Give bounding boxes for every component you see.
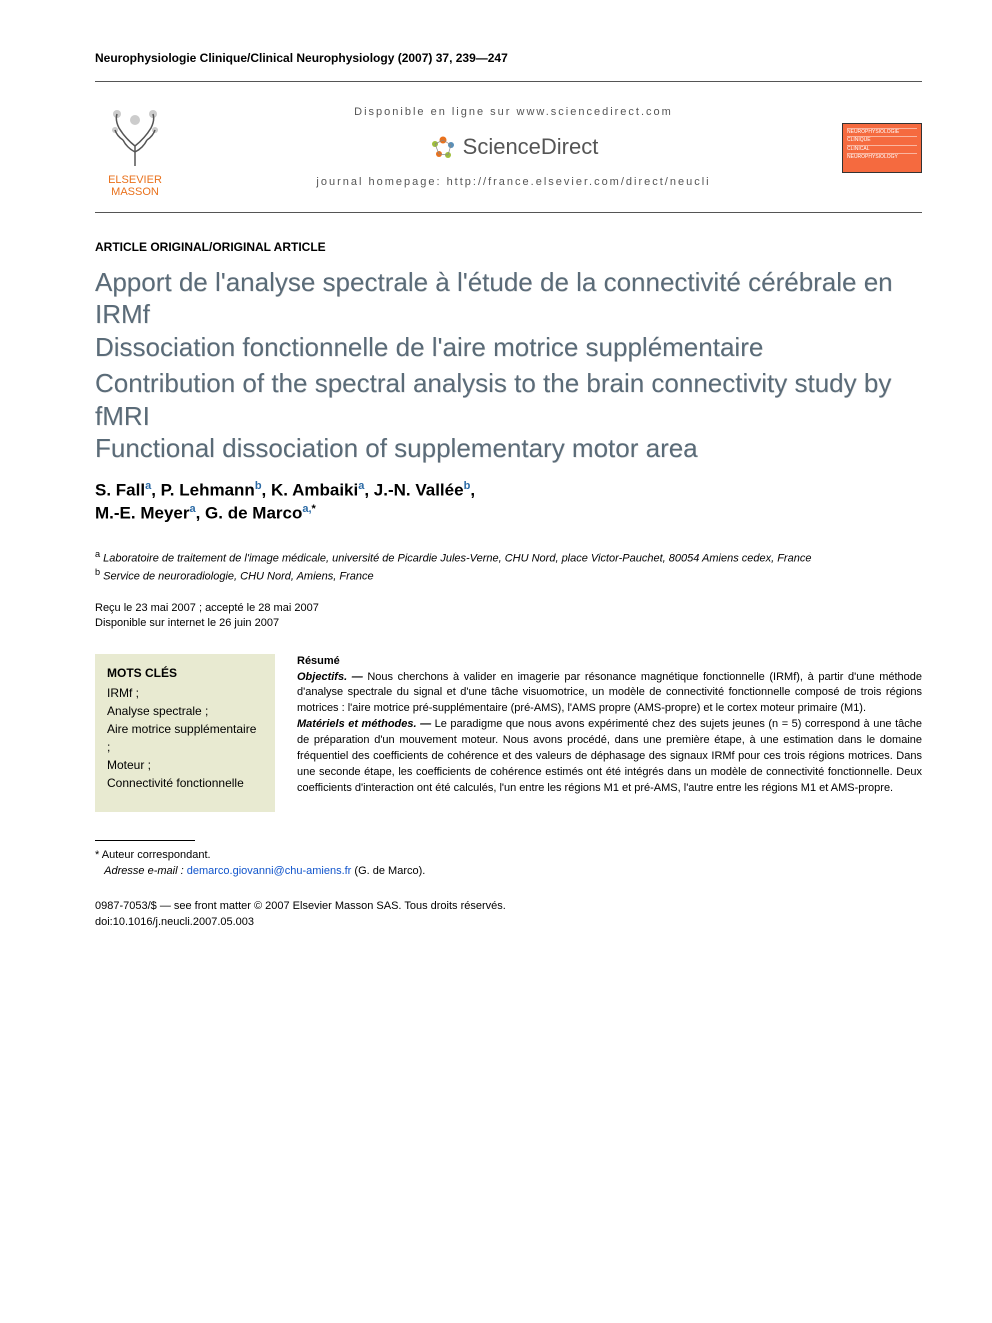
- objectives-text: Nous cherchons à valider en imagerie par…: [297, 671, 922, 715]
- footnote-rule: [95, 840, 195, 841]
- abstract-heading: Résumé: [297, 654, 922, 670]
- article-title-french: Apport de l'analyse spectrale à l'étude …: [95, 266, 922, 364]
- doi-line: doi:10.1016/j.neucli.2007.05.003: [95, 914, 922, 931]
- corresponding-author-note: * Auteur correspondant.: [95, 847, 922, 864]
- online-date: Disponible sur internet le 26 juin 2007: [95, 616, 922, 631]
- publisher-logo: ELSEVIER MASSON: [95, 98, 175, 198]
- keywords-box: MOTS CLÉS IRMf ; Analyse spectrale ; Air…: [95, 654, 275, 812]
- abstract-section: MOTS CLÉS IRMf ; Analyse spectrale ; Air…: [95, 654, 922, 812]
- received-accepted-date: Reçu le 23 mai 2007 ; accepté le 28 mai …: [95, 601, 922, 616]
- footnotes: * Auteur correspondant. Adresse e-mail :…: [95, 847, 922, 880]
- publisher-name: ELSEVIER MASSON: [108, 174, 162, 198]
- abstract-text: Résumé Objectifs. — Nous cherchons à val…: [297, 654, 922, 812]
- footer-meta: 0987-7053/$ — see front matter © 2007 El…: [95, 898, 922, 931]
- affiliation-a: a Laboratoire de traitement de l'image m…: [95, 548, 922, 567]
- sciencedirect-logo: ScienceDirect: [429, 132, 599, 163]
- sciencedirect-wordmark: ScienceDirect: [463, 132, 599, 163]
- keyword-item: IRMf ;: [107, 684, 263, 702]
- available-online-line: Disponible en ligne sur www.sciencedirec…: [185, 105, 842, 120]
- keyword-item: Aire motrice supplémentaire ;: [107, 720, 263, 756]
- header-center: Disponible en ligne sur www.sciencedirec…: [185, 105, 842, 191]
- journal-header: ELSEVIER MASSON Disponible en ligne sur …: [95, 81, 922, 213]
- affiliation-b: b Service de neuroradiologie, CHU Nord, …: [95, 566, 922, 585]
- journal-cover-thumb: NEUROPHYSIOLOGIE CLINIQUE CLINICAL NEURO…: [842, 123, 922, 173]
- article-title-english: Contribution of the spectral analysis to…: [95, 367, 922, 465]
- keyword-item: Connectivité fonctionnelle: [107, 774, 263, 792]
- sciencedirect-icon: [429, 134, 457, 162]
- keyword-item: Moteur ;: [107, 756, 263, 774]
- copyright-line: 0987-7053/$ — see front matter © 2007 El…: [95, 898, 922, 915]
- journal-homepage-line: journal homepage: http://france.elsevier…: [185, 175, 842, 190]
- author-email-link[interactable]: demarco.giovanni@chu-amiens.fr: [187, 865, 352, 877]
- methods-label: Matériels et méthodes. —: [297, 718, 431, 730]
- corresponding-email: Adresse e-mail : demarco.giovanni@chu-am…: [95, 863, 922, 880]
- journal-citation: Neurophysiologie Clinique/Clinical Neuro…: [95, 50, 922, 67]
- author-list: S. Falla, P. Lehmannb, K. Ambaikia, J.-N…: [95, 479, 922, 526]
- elsevier-tree-icon: [105, 108, 165, 170]
- keywords-heading: MOTS CLÉS: [107, 664, 263, 682]
- article-dates: Reçu le 23 mai 2007 ; accepté le 28 mai …: [95, 601, 922, 632]
- article-type: ARTICLE ORIGINAL/ORIGINAL ARTICLE: [95, 239, 922, 256]
- objectives-label: Objectifs. —: [297, 671, 363, 683]
- affiliation-list: a Laboratoire de traitement de l'image m…: [95, 548, 922, 585]
- keyword-item: Analyse spectrale ;: [107, 702, 263, 720]
